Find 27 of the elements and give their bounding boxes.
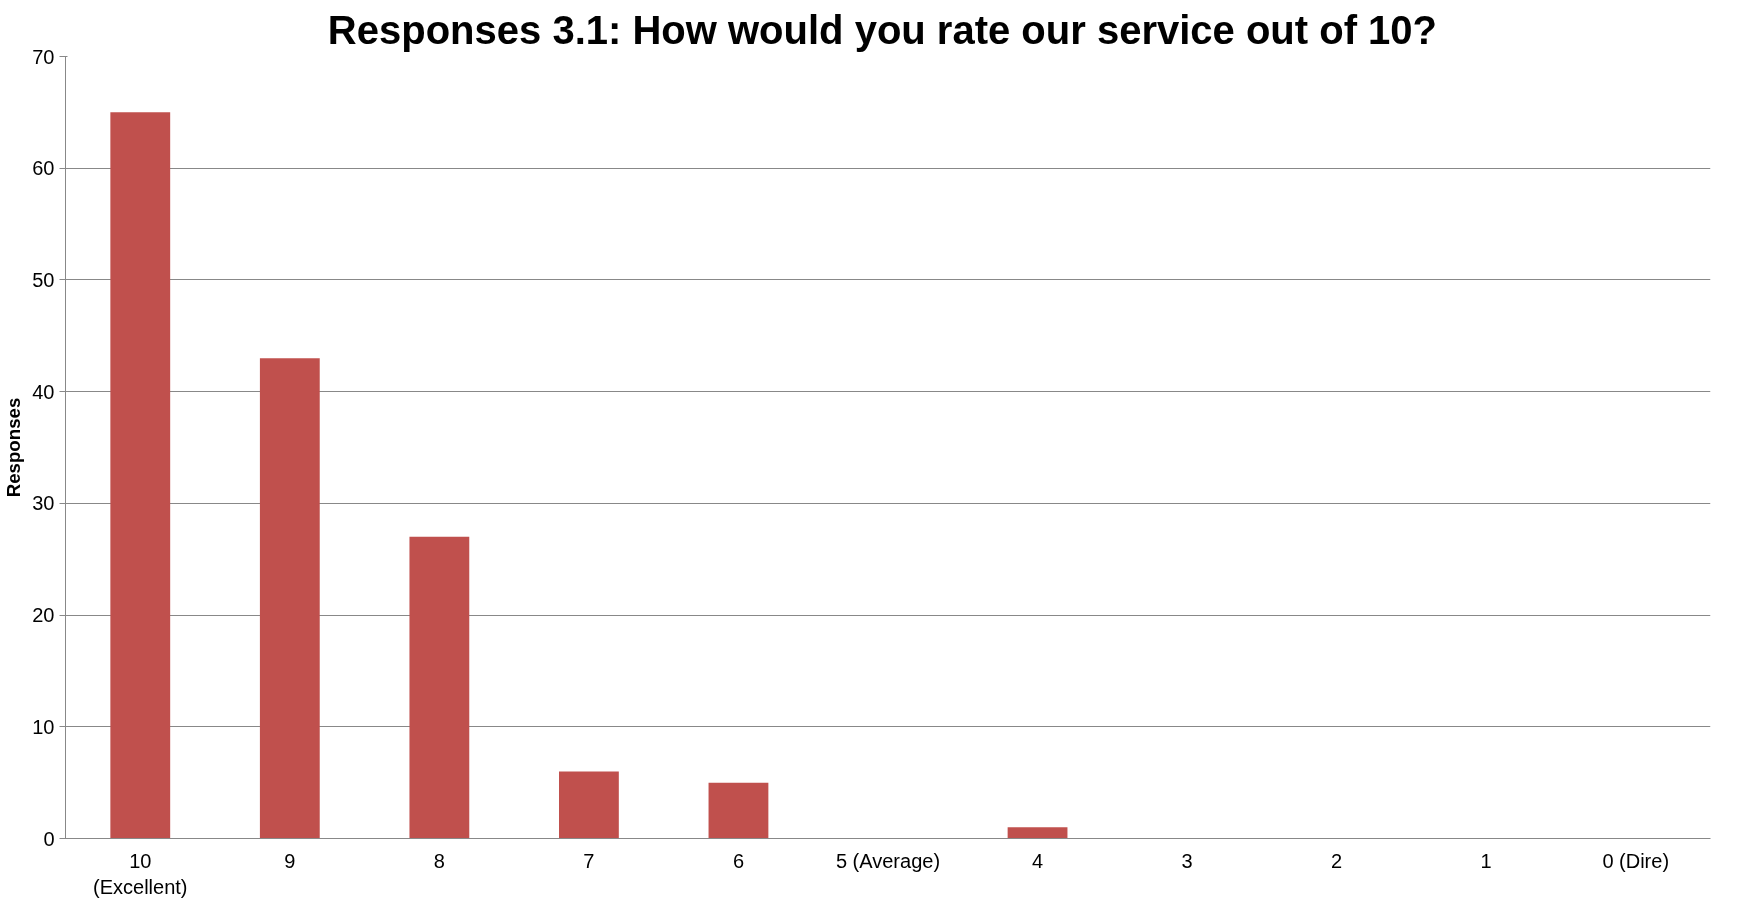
x-tick-label: 7	[583, 849, 595, 872]
x-tick-label: 9	[284, 849, 296, 872]
y-tick-label: 40	[32, 380, 55, 403]
x-tick-label: 3	[1181, 849, 1193, 872]
y-tick-label: 50	[32, 268, 55, 291]
y-tick-label: 10	[32, 715, 55, 738]
bar	[409, 536, 470, 839]
y-tick-label: 20	[32, 604, 55, 627]
x-tick-label: 10 (Excellent)	[93, 849, 188, 898]
x-tick-label: 0 (Dire)	[1602, 849, 1670, 872]
bar	[259, 358, 320, 839]
bar	[708, 782, 769, 839]
y-tick-label: 70	[32, 45, 55, 68]
x-tick-label: 8	[433, 849, 445, 872]
y-tick-label: 30	[32, 492, 55, 515]
x-tick-label: 5 (Average)	[835, 849, 941, 872]
bar	[1007, 827, 1068, 839]
y-tick-label: 0	[43, 827, 55, 850]
bar	[559, 771, 619, 839]
x-tick-label: 4	[1031, 849, 1044, 872]
x-tick-label: 6	[732, 849, 745, 872]
bar	[110, 112, 171, 839]
x-tick-label: 1	[1480, 849, 1492, 872]
y-tick-label: 60	[32, 157, 55, 180]
chart-title: Responses 3.1: How would you rate our service out of 10?	[327, 7, 1438, 52]
x-tick-label: 2	[1331, 849, 1343, 872]
y-axis-title: Responses	[3, 397, 25, 498]
